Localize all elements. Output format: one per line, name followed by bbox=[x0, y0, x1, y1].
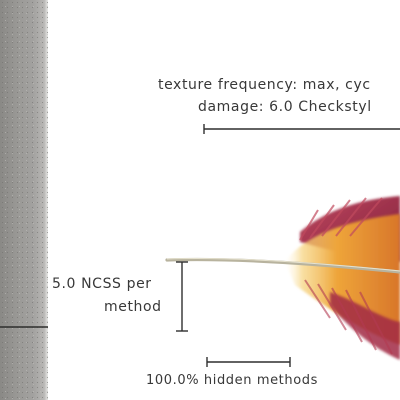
feather bbox=[165, 196, 400, 360]
top-measure-rule bbox=[203, 124, 400, 134]
hidden-methods-label: 100.0% hidden methods bbox=[146, 373, 319, 388]
ncss-label-line2: method bbox=[104, 299, 162, 315]
damage-label: damage: 6.0 Checkstyl bbox=[198, 99, 372, 115]
bottom-measure-rule bbox=[206, 357, 291, 367]
wall-seam bbox=[0, 326, 48, 328]
concrete-wall-edge bbox=[0, 0, 48, 400]
wall-texture bbox=[0, 0, 48, 400]
feather-shaft bbox=[165, 257, 400, 274]
feather-shaft-highlight bbox=[166, 258, 400, 272]
feather-barbs-upper bbox=[299, 197, 383, 241]
texture-frequency-label: texture frequency: max, cyc bbox=[158, 77, 371, 93]
ncss-label-line1: 5.0 NCSS per bbox=[52, 276, 152, 292]
feather-barbs-lower bbox=[304, 279, 393, 355]
left-measure-rule bbox=[176, 261, 188, 332]
